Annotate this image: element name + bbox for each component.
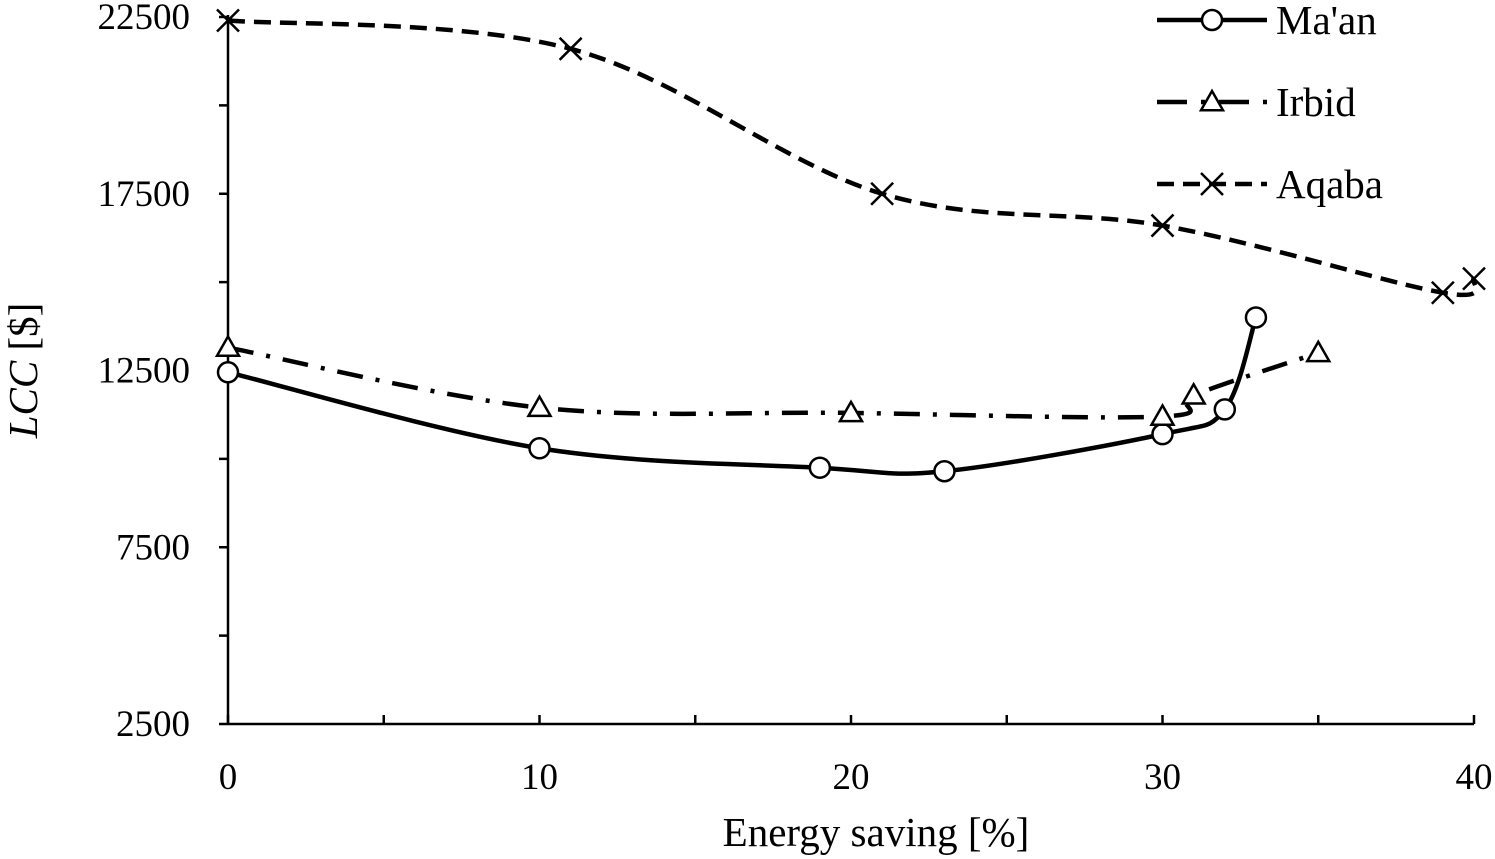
x-axis-title: Energy saving [%] — [723, 809, 1030, 855]
x-tick-label: 20 — [833, 757, 870, 798]
y-axis-title-unit: [$] — [0, 303, 46, 361]
legend-label-0: Ma'an — [1276, 0, 1377, 43]
data-point-x — [558, 36, 583, 61]
legend-label-2: Aqaba — [1276, 161, 1383, 207]
y-tick-label: 12500 — [98, 351, 191, 392]
data-point-x — [1150, 213, 1175, 238]
legend-marker-x — [1200, 172, 1224, 196]
y-axis-title-italic: LCC — [0, 360, 46, 439]
legend: Ma'an Irbid Aqaba — [1157, 0, 1383, 207]
axis-ticks — [219, 15, 1476, 726]
series-line-1 — [227, 345, 1319, 420]
y-tick-label: 22500 — [98, 0, 191, 38]
legend-marker-triangle — [1198, 88, 1226, 112]
series-line-0 — [227, 316, 1259, 476]
y-axis-title: LCC [$] — [0, 303, 46, 440]
data-point-triangle — [837, 399, 865, 423]
data-point-triangle — [214, 334, 242, 358]
data-point-triangle — [1180, 381, 1207, 405]
data-point-x — [1462, 266, 1486, 291]
x-tick-label: 0 — [219, 757, 238, 798]
data-point-circle — [216, 361, 240, 384]
data-point-circle — [808, 456, 832, 479]
data-point-triangle — [1305, 339, 1332, 363]
data-point-circle — [933, 459, 956, 483]
legend-label-1: Irbid — [1276, 79, 1356, 125]
x-tick-label: 40 — [1456, 757, 1493, 798]
data-point-x — [870, 181, 895, 206]
tick-labels: 2500 7500 12500 17500 22500 0 10 20 30 40 — [98, 0, 1493, 798]
data-point-circle — [1151, 422, 1174, 446]
x-tick-label: 10 — [521, 757, 558, 798]
y-tick-label: 17500 — [98, 174, 191, 215]
data-point-x — [1430, 280, 1455, 305]
data-point-circle — [528, 437, 551, 460]
y-tick-label: 7500 — [116, 527, 190, 568]
data-point-triangle — [1149, 402, 1176, 426]
legend-marker-circle — [1200, 8, 1224, 32]
data-point-circle — [1244, 306, 1268, 329]
data-point-x — [216, 8, 240, 33]
markers-layer — [214, 8, 1486, 483]
data-point-circle — [1213, 398, 1237, 421]
series-line-2 — [227, 18, 1479, 298]
x-tick-label: 30 — [1144, 757, 1181, 798]
y-tick-label: 2500 — [116, 704, 190, 745]
data-point-triangle — [526, 394, 553, 418]
